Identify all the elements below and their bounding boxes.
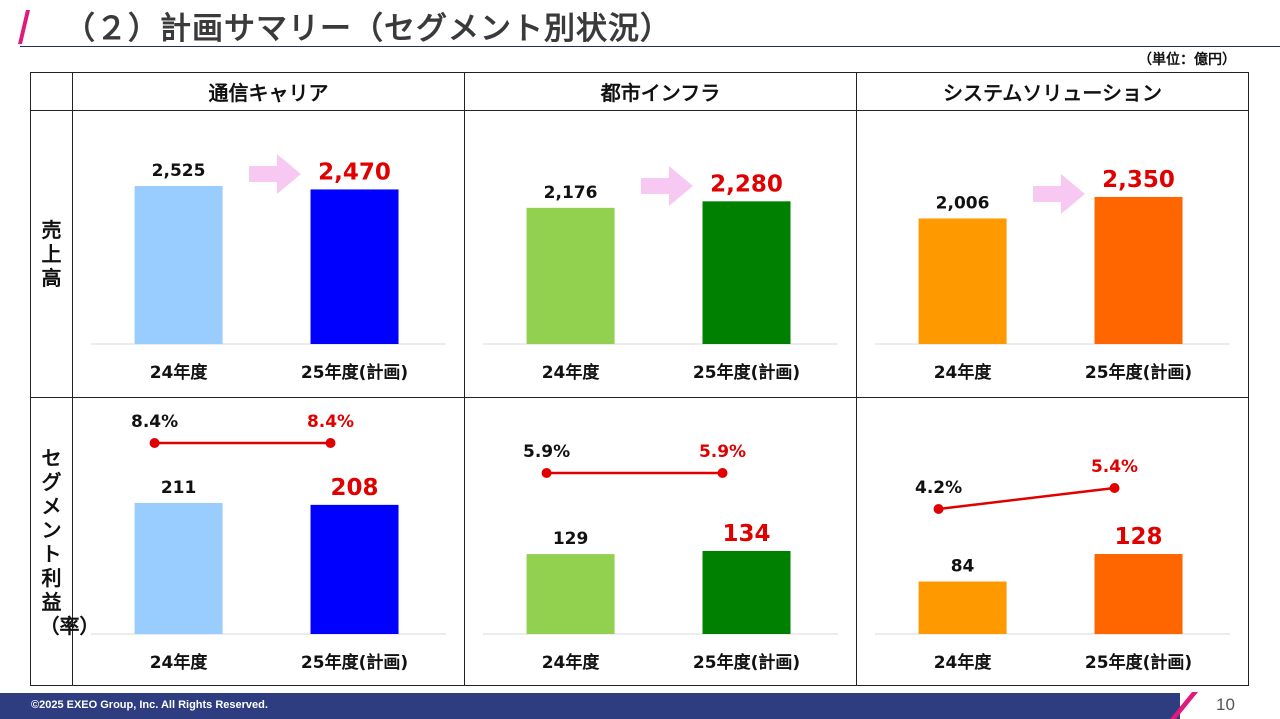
title-divider [20,46,1280,47]
rate-point-24 [541,468,552,478]
x-tick-label-24: 24年度 [542,652,601,673]
x-tick-label-25: 25年度(計画) [301,362,408,383]
x-tick-label-24: 24年度 [542,362,601,383]
bar-24 [918,581,1007,634]
slide-title: （２）計画サマリー（セグメント別状況） [64,11,672,47]
footer-bar [0,693,1180,719]
chart-sales-carrier: 2,525 24年度 2,470 25年度(計画) [72,110,465,398]
bar-25 [702,551,791,634]
x-tick-label-24: 24年度 [934,362,993,383]
rate-label-24: 4.2% [915,478,962,498]
row-header-sales: 売上高 [30,110,73,398]
rate-point-25 [1109,483,1120,493]
x-tick-label-25: 25年度(計画) [301,652,408,673]
segment-summary-table: 通信キャリア 都市インフラ システムソリューション 売上高 2,525 24年度 2… [30,72,1249,686]
rate-label-25: 5.4% [1091,457,1138,477]
increase-arrow-icon [248,154,301,194]
page-number: 10 [1216,695,1235,714]
corner-cell [30,72,73,111]
x-tick-label-25: 25年度(計画) [1085,362,1192,383]
rate-line [938,486,1115,511]
bar-25 [310,189,399,344]
footer-slash-icon [1170,692,1198,719]
bar-value-label-25: 2,350 [1102,167,1175,193]
column-header-solution: システムソリューション [856,72,1249,111]
bar-value-label-25: 2,470 [318,159,391,185]
x-tick-label-24: 24年度 [150,362,209,383]
bar-value-label-24: 84 [951,557,975,577]
increase-arrow-icon [1032,174,1085,214]
unit-label: （単位：億円） [1138,52,1236,68]
row-header-profit: セグメント利益（率） [30,397,100,686]
bar-24 [918,218,1007,344]
chart-carrier-profit: 211 24年度 208 25年度(計画) 8.4% 8.4% [91,412,446,673]
bar-value-label-25: 208 [331,475,379,501]
rate-label-25: 8.4% [307,412,354,432]
rate-point-25 [325,438,336,448]
chart-solution-profit: 84 24年度 128 25年度(計画) 4.2% 5.4% [875,457,1230,673]
footer-bar-cap [1150,693,1178,719]
bar-24 [526,554,615,634]
bar-25 [1094,554,1183,634]
bar-25 [702,201,791,344]
rate-point-24 [933,504,944,514]
chart-profit-solution: 84 24年度 128 25年度(計画) 4.2% 5.4% [856,397,1249,686]
chart-sales-infra: 2,176 24年度 2,280 25年度(計画) [464,110,857,398]
bar-value-label-24: 2,525 [152,161,206,181]
bar-24 [134,186,223,344]
copyright-text: ©2025 EXEO Group, Inc. All Rights Reserv… [31,699,268,711]
rate-label-25: 5.9% [699,442,746,462]
column-header-carrier: 通信キャリア [72,72,465,111]
x-tick-label-25: 25年度(計画) [693,362,800,383]
column-header-infra: 都市インフラ [464,72,857,111]
bar-25 [310,504,399,634]
chart-profit-infra: 129 24年度 134 25年度(計画) 5.9% 5.9% [464,397,857,686]
rate-point-25 [717,468,728,478]
x-tick-label-25: 25年度(計画) [1085,652,1192,673]
bar-24 [134,503,223,634]
rate-label-24: 5.9% [523,442,570,462]
chart-sales-solution: 2,006 24年度 2,350 25年度(計画) [856,110,1249,398]
chart-profit-carrier: 211 24年度 208 25年度(計画) 8.4% 8.4% [72,397,465,686]
bar-value-label-25: 134 [723,521,771,547]
x-tick-label-25: 25年度(計画) [693,652,800,673]
bar-value-label-24: 2,006 [936,193,990,213]
increase-arrow-icon [640,166,693,206]
x-tick-label-24: 24年度 [150,652,209,673]
chart-solution-sales: 2,006 24年度 2,350 25年度(計画) [875,167,1230,383]
bar-25 [1094,196,1183,344]
chart-infra-profit: 129 24年度 134 25年度(計画) 5.9% 5.9% [483,442,838,673]
bar-value-label-25: 2,280 [710,171,783,197]
bar-value-label-24: 211 [161,478,197,498]
bar-value-label-24: 2,176 [544,183,598,203]
title-slash-icon [18,10,30,44]
rate-label-24: 8.4% [131,412,178,432]
bar-value-label-24: 129 [553,529,589,549]
chart-carrier-sales: 2,525 24年度 2,470 25年度(計画) [91,154,446,383]
bar-value-label-25: 128 [1115,524,1163,550]
rate-point-24 [149,438,160,448]
bar-24 [526,207,615,344]
chart-infra-sales: 2,176 24年度 2,280 25年度(計画) [483,166,838,383]
x-tick-label-24: 24年度 [934,652,993,673]
